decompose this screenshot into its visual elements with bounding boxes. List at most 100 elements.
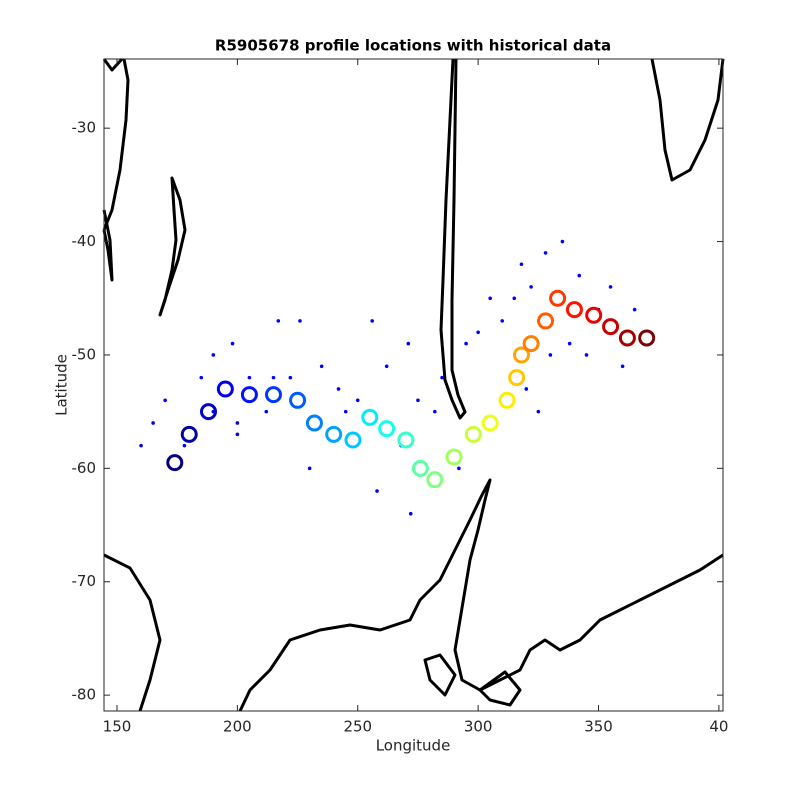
historical-point [524,387,529,391]
historical-point [548,353,553,357]
profile-point [508,369,526,387]
profile-point [361,408,379,426]
profile-point [565,301,583,319]
historical-point [620,364,625,369]
historical-point [464,341,468,346]
x-tick-label: 300 [464,718,493,736]
x-axis-label: Longitude [376,737,451,755]
profile-point [378,420,396,438]
profile-point [522,335,540,353]
historical-point [375,489,379,493]
profile-point [512,346,530,364]
profile-point [481,414,499,432]
profile-point [166,454,184,472]
x-tick-label: 350 [584,718,613,736]
x-tick-label: 150 [103,718,132,736]
profile-point [537,312,555,330]
x-tick-label: 200 [223,718,252,736]
historical-point [476,330,480,335]
profile-point [638,329,656,347]
historical-point [271,375,276,380]
historical-point [500,319,505,323]
chart-title: R5905678 profile locations with historic… [215,37,611,55]
y-tick-label: -70 [72,572,97,590]
historical-point [163,398,167,403]
coastline [423,653,457,697]
coastline [439,58,467,420]
historical-point [182,443,187,448]
historical-point [370,319,375,323]
historical-point [560,239,565,244]
y-tick-label: -50 [72,345,97,363]
profile-point [397,431,415,449]
profile-point [325,425,343,443]
historical-point [264,409,269,414]
historical-point [384,364,389,369]
profile-point [602,318,620,336]
historical-point [211,353,216,357]
profile-point [240,386,258,404]
historical-point [488,296,492,301]
historical-point [230,341,235,346]
historical-point [433,409,437,414]
coastline [650,58,725,182]
axes-frame [103,58,724,712]
profile-point [289,391,307,409]
historical-point [512,296,517,301]
historical-point [567,341,572,346]
profile-point [549,289,567,307]
historical-point [406,341,411,346]
historical-point [151,421,155,425]
profile-point [426,471,444,489]
profile-point [199,403,217,421]
profile-point [264,386,282,404]
y-tick-label: -30 [72,119,97,137]
y-tick-label: -60 [72,459,97,477]
historical-point [457,466,461,471]
historical-point [543,251,548,255]
profile-point [464,425,482,443]
profile-point [180,425,198,443]
x-tick-label: 250 [343,718,372,736]
coastline [158,176,187,317]
historical-point [584,353,589,357]
historical-point [276,319,281,323]
historical-point [408,511,413,516]
historical-point [235,421,240,425]
profile-point [618,329,636,347]
y-tick-label: -40 [72,232,97,250]
historical-point [608,285,613,289]
historical-point [536,409,541,414]
historical-point [519,262,524,267]
historical-point [139,443,143,448]
historical-point [199,375,204,380]
profile-point [344,431,362,449]
x-tick-label: 40 [709,718,728,736]
historical-point [577,273,582,278]
historical-point [529,285,533,289]
profile-point [445,448,463,466]
historical-point [343,409,348,414]
historical-point [288,375,293,380]
profile-point [305,414,323,432]
historical-point [307,466,312,471]
coastline [238,478,724,712]
historical-point [440,375,444,380]
coastline [102,209,114,282]
y-tick-label: -80 [72,686,97,704]
historical-point [632,307,637,312]
historical-point [416,398,420,403]
coastline [103,553,162,712]
coastlines [102,57,725,712]
coastline [102,57,130,231]
profile-point [411,459,429,477]
historical-point [235,432,240,437]
historical-point [247,375,252,380]
coastline [478,670,522,707]
profile-point [216,380,234,398]
profile-point [498,391,516,409]
historical-point [355,398,360,403]
historical-point [336,387,341,391]
y-axis-label: Latitude [53,354,71,416]
